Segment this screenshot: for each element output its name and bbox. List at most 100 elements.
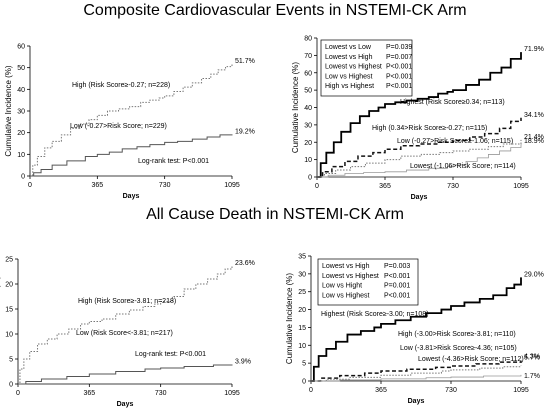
pvalue-value: P<0.001 xyxy=(384,273,410,280)
y-tick-label: 10 xyxy=(17,152,25,159)
pvalue-value: P<0.001 xyxy=(386,83,412,90)
pvalue-value: P<0.001 xyxy=(386,73,412,80)
x-tick-label: 0 xyxy=(315,183,319,190)
y-tick-label: 40 xyxy=(304,105,312,112)
log-rank-note: Log-rank test: P<0.001 xyxy=(138,158,209,165)
series-line xyxy=(311,374,522,382)
y-tick-label: 70 xyxy=(304,53,312,60)
y-tick-label: 10 xyxy=(5,332,13,339)
y-tick-label: 25 xyxy=(298,289,306,296)
y-tick-label: 50 xyxy=(304,88,312,95)
pvalue-comparison: Low vs Highest xyxy=(325,73,373,80)
x-axis-label: Days xyxy=(123,193,140,200)
series-label: High (0.34>Risk Score≥-0.27; n=115) xyxy=(372,125,487,132)
series-end-label: 71.9% xyxy=(524,46,544,53)
y-tick-label: 0 xyxy=(308,175,312,182)
y-tick-label: 10 xyxy=(304,157,312,164)
series-label: Highest (Risk Score≥-3.00; n=108) xyxy=(321,311,429,318)
x-tick-label: 1095 xyxy=(513,183,529,190)
series-label: High (Risk Score≥-3.81; n=218) xyxy=(78,298,176,305)
x-tick-label: 730 xyxy=(155,390,167,397)
x-tick-label: 1095 xyxy=(224,390,240,397)
series-line xyxy=(311,277,522,382)
pvalue-comparison: Lowest vs High xyxy=(322,263,370,270)
series-line xyxy=(18,364,233,385)
y-tick-label: 30 xyxy=(304,122,312,129)
x-tick-label: 730 xyxy=(159,182,171,189)
series-label: Low (-3.81>Risk Score≥-4.36; n=105) xyxy=(400,345,517,352)
series-label: Highest (Risk Score≥0.34; n=113) xyxy=(400,99,505,106)
series-label: Low (-0.27>Risk Score≥-1.06; n=115) xyxy=(397,138,513,145)
series-end-label: 34.1% xyxy=(524,112,544,119)
y-tick-label: 15 xyxy=(5,307,13,314)
series-end-label: 21.4% xyxy=(524,134,544,141)
pvalue-value: P=0.039 xyxy=(386,44,412,51)
pvalue-value: P<0.001 xyxy=(386,64,412,71)
pvalue-value: P=0.007 xyxy=(386,54,412,61)
x-tick-label: 1095 xyxy=(224,182,240,189)
y-tick-label: 0 xyxy=(302,379,306,386)
y-tick-label: 5 xyxy=(302,361,306,368)
section-title-bottom: All Cause Death in NSTEMI-CK Arm xyxy=(146,206,404,223)
x-tick-label: 730 xyxy=(445,387,457,394)
series-line xyxy=(30,134,233,177)
pvalue-value: P=0.001 xyxy=(384,283,410,290)
pvalue-box xyxy=(320,39,413,97)
pvalue-comparison: High vs Highest xyxy=(325,83,374,90)
series-line xyxy=(30,63,233,177)
x-tick-label: 730 xyxy=(447,183,459,190)
x-tick-label: 365 xyxy=(91,182,103,189)
series-end-label: 29.0% xyxy=(524,271,544,278)
series-line xyxy=(317,139,522,178)
x-tick-label: 365 xyxy=(379,183,391,190)
pvalue-value: P<0.001 xyxy=(384,292,410,299)
series-end-label: 1.7% xyxy=(524,373,540,380)
series-line xyxy=(311,360,522,382)
y-tick-label: 80 xyxy=(304,36,312,43)
series-line xyxy=(317,117,522,178)
y-tick-label: 25 xyxy=(5,257,13,264)
x-tick-label: 0 xyxy=(28,182,32,189)
y-tick-label: 5 xyxy=(9,357,13,364)
y-tick-label: 20 xyxy=(17,130,25,137)
series-label: High (Risk Score≥-0.27; n=228) xyxy=(72,82,170,89)
pvalue-comparison: Low vs Hight xyxy=(322,283,362,290)
y-axis-label: Cumulative Incidence (%) xyxy=(291,62,300,153)
y-axis-label: Cumulative Incidence (%) xyxy=(285,273,294,364)
y-tick-label: 40 xyxy=(17,87,25,94)
x-tick-label: 0 xyxy=(16,390,20,397)
series-label: High (-3.00>Risk Score≥-3.81; n=110) xyxy=(398,331,516,338)
y-tick-label: 20 xyxy=(5,282,13,289)
pvalue-value: P=0.003 xyxy=(384,263,410,270)
x-tick-label: 365 xyxy=(375,387,387,394)
y-tick-label: 20 xyxy=(304,140,312,147)
pvalue-comparison: Lowest vs Highest xyxy=(325,64,382,71)
pvalue-comparison: Low vs Highest xyxy=(322,292,370,299)
series-line xyxy=(18,266,233,385)
series-line xyxy=(311,365,522,382)
series-end-label: 19.2% xyxy=(235,128,255,135)
y-axis-label: Cumulative Incidence (%) xyxy=(0,276,1,367)
y-tick-label: 30 xyxy=(17,109,25,116)
series-end-label: 4.3% xyxy=(524,354,540,361)
log-rank-note: Log-rank test: P<0.001 xyxy=(135,351,206,358)
x-axis-label: Days xyxy=(408,398,425,405)
series-label: Low (Risk Score<-3.81; n=217) xyxy=(76,330,173,337)
y-tick-label: 50 xyxy=(17,65,25,72)
pvalue-comparison: Lowest vs High xyxy=(325,54,373,61)
series-line xyxy=(317,144,522,178)
y-tick-label: 20 xyxy=(298,307,306,314)
y-tick-label: 35 xyxy=(298,254,306,261)
series-end-label: 51.7% xyxy=(235,58,255,65)
series-label: Lowest (-1.06>Risk Score; n=114) xyxy=(410,163,516,170)
series-line xyxy=(317,52,522,178)
y-tick-label: 15 xyxy=(298,325,306,332)
pvalue-box xyxy=(317,258,419,306)
pvalue-comparison: Lowest vs Low xyxy=(325,44,372,51)
section-title-top: Composite Cardiovascular Events in NSTEM… xyxy=(83,2,467,19)
y-tick-label: 0 xyxy=(9,382,13,389)
